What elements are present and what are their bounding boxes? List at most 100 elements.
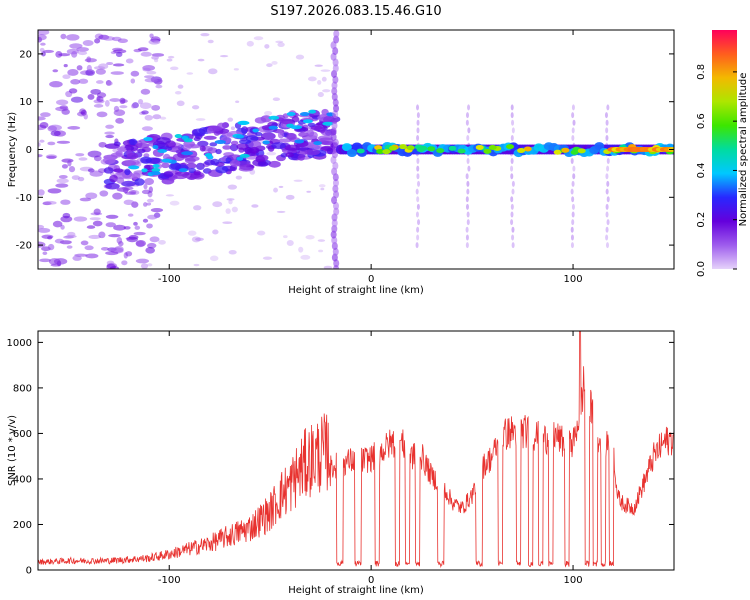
spectral-blob bbox=[356, 148, 365, 154]
spectral-blob bbox=[570, 226, 574, 233]
spectral-blob bbox=[253, 36, 264, 41]
spectral-blob bbox=[511, 242, 515, 249]
y-tick-label: 10 bbox=[19, 97, 32, 108]
spectral-blob bbox=[169, 66, 179, 71]
spectral-blob bbox=[466, 135, 470, 142]
spectral-blob bbox=[605, 135, 609, 142]
spectral-blob bbox=[571, 135, 575, 142]
spectral-blob bbox=[192, 128, 206, 136]
spectral-blob bbox=[115, 150, 123, 157]
spectral-blob bbox=[317, 92, 324, 98]
spectral-blob bbox=[399, 144, 408, 150]
spectral-blob bbox=[511, 119, 515, 126]
y-tick-label: 800 bbox=[13, 383, 32, 394]
spectral-blob bbox=[83, 113, 88, 120]
spectral-blob bbox=[105, 134, 114, 139]
spectral-blob bbox=[85, 69, 95, 76]
spectral-blob bbox=[125, 58, 134, 64]
spectral-blob bbox=[195, 237, 204, 241]
spectral-blob bbox=[54, 238, 65, 244]
spectral-blob bbox=[140, 156, 152, 164]
spectral-blob bbox=[227, 117, 234, 122]
spectral-blob bbox=[268, 125, 279, 130]
spectral-blob bbox=[415, 188, 419, 195]
spectral-blob bbox=[236, 143, 249, 150]
spectral-blob bbox=[149, 236, 160, 243]
spectral-blob bbox=[84, 245, 94, 251]
spectral-blob bbox=[85, 253, 99, 259]
spectral-blob bbox=[112, 192, 123, 200]
spectral-blob bbox=[200, 33, 210, 37]
spectral-blob bbox=[286, 112, 296, 117]
spectral-blob bbox=[150, 208, 164, 213]
spectral-blob bbox=[115, 117, 125, 124]
spectral-blob bbox=[209, 255, 219, 262]
spectral-blob bbox=[68, 166, 76, 173]
spectral-blob bbox=[79, 197, 92, 202]
spectral-blob bbox=[124, 168, 131, 176]
spectral-blob bbox=[147, 263, 153, 267]
spectral-blob bbox=[466, 188, 470, 195]
spectral-blob bbox=[235, 175, 243, 180]
spectral-blob bbox=[113, 109, 126, 116]
spectral-blob bbox=[43, 200, 57, 205]
spectral-blob bbox=[67, 69, 79, 76]
spectral-blob bbox=[215, 165, 229, 174]
spectral-blob bbox=[300, 254, 311, 260]
spectral-blob bbox=[109, 174, 119, 183]
spectral-blob bbox=[117, 147, 127, 152]
x-axis-label: Height of straight line (km) bbox=[288, 585, 424, 596]
spectral-blob bbox=[102, 36, 115, 41]
spectral-blob bbox=[333, 30, 340, 38]
spectral-blob bbox=[427, 146, 436, 152]
spectral-blob bbox=[571, 127, 575, 134]
figure-title: S197.2026.083.15.46.G10 bbox=[270, 4, 441, 19]
spectral-blob bbox=[320, 187, 325, 191]
spectral-blob bbox=[605, 211, 609, 218]
spectral-blob bbox=[229, 143, 239, 152]
spectral-blob bbox=[416, 104, 420, 111]
spectral-blob bbox=[313, 141, 322, 146]
colorbar: 0.0 0.2 0.4 0.6 0.8 Normalized spectral ampli… bbox=[696, 30, 749, 277]
x-tick-label: 100 bbox=[564, 274, 583, 285]
spectral-blob bbox=[142, 67, 151, 72]
spectral-blob bbox=[146, 70, 157, 75]
spectral-blob bbox=[416, 157, 420, 164]
spectral-blob bbox=[56, 140, 71, 144]
spectral-blob bbox=[121, 260, 128, 266]
spectral-blob bbox=[151, 105, 160, 110]
spectral-blob bbox=[125, 159, 140, 166]
spectral-blob bbox=[38, 227, 51, 233]
spectral-blob bbox=[571, 211, 575, 218]
spectral-blob bbox=[121, 180, 136, 187]
spectral-blob bbox=[297, 154, 305, 161]
spectral-blob bbox=[147, 242, 157, 249]
spectral-blob bbox=[571, 180, 575, 187]
spectral-blob bbox=[104, 131, 115, 135]
y-tick-label: 0 bbox=[26, 145, 32, 156]
x-tick-label: -100 bbox=[158, 274, 181, 285]
spectral-blob bbox=[230, 126, 235, 131]
spectral-blob bbox=[140, 51, 152, 57]
spectral-blob bbox=[38, 30, 50, 36]
spectral-blob bbox=[38, 189, 45, 196]
spectral-blob bbox=[105, 214, 119, 219]
spectral-blob bbox=[48, 124, 62, 131]
spectral-blob bbox=[510, 165, 514, 172]
spectral-blob bbox=[193, 263, 200, 267]
spectral-blob bbox=[225, 157, 232, 164]
spectral-blob bbox=[158, 239, 166, 245]
spectral-blob bbox=[236, 156, 244, 161]
spectral-blob bbox=[60, 215, 73, 223]
spectral-blob bbox=[308, 109, 317, 114]
spectral-blob bbox=[235, 100, 240, 104]
spectral-blob bbox=[571, 203, 575, 210]
spectral-blob bbox=[523, 146, 532, 152]
spectral-blob bbox=[228, 249, 237, 255]
spectral-blob bbox=[135, 239, 146, 247]
spectral-blob bbox=[226, 198, 235, 201]
spectral-blob bbox=[60, 224, 65, 230]
spectral-blob bbox=[572, 173, 576, 180]
y-tick-label: -20 bbox=[16, 241, 32, 252]
